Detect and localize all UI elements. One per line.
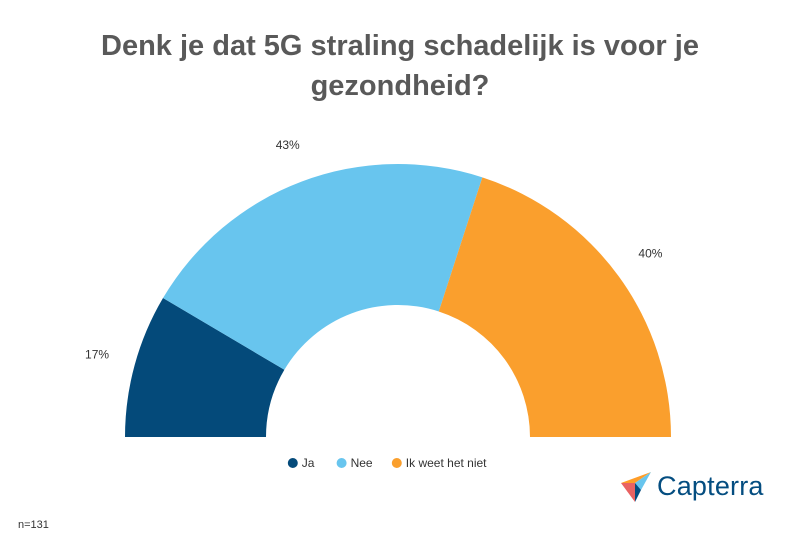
capterra-arrow-icon xyxy=(621,472,651,502)
chart-title: Denk je dat 5G straling schadelijk is vo… xyxy=(101,30,699,102)
slice-label-ik-weet-het-niet: 40% xyxy=(638,247,662,261)
capterra-logo: Capterra xyxy=(621,468,764,504)
chart-slice-labels: 17% 43% 40% xyxy=(85,138,663,362)
legend-label-nee: Nee xyxy=(351,456,373,470)
legend-marker-ja xyxy=(287,458,298,468)
slice-nee xyxy=(163,164,483,370)
legend-label-ja: Ja xyxy=(302,456,315,470)
legend-marker-ik-weet-het-niet xyxy=(391,458,402,468)
chart-slices xyxy=(125,164,671,437)
chart-legend: Ja Nee Ik weet het niet xyxy=(287,456,487,470)
sample-size-note: n=131 xyxy=(18,519,49,531)
legend-label-ik-weet-het-niet: Ik weet het niet xyxy=(406,456,487,470)
slice-ja xyxy=(125,298,285,437)
legend-marker-nee xyxy=(336,458,347,468)
slice-label-ja: 17% xyxy=(85,348,109,362)
slice-ik-weet-het-niet xyxy=(438,177,671,437)
capterra-logo-text: Capterra xyxy=(657,470,764,501)
slice-label-nee: 43% xyxy=(276,138,300,152)
